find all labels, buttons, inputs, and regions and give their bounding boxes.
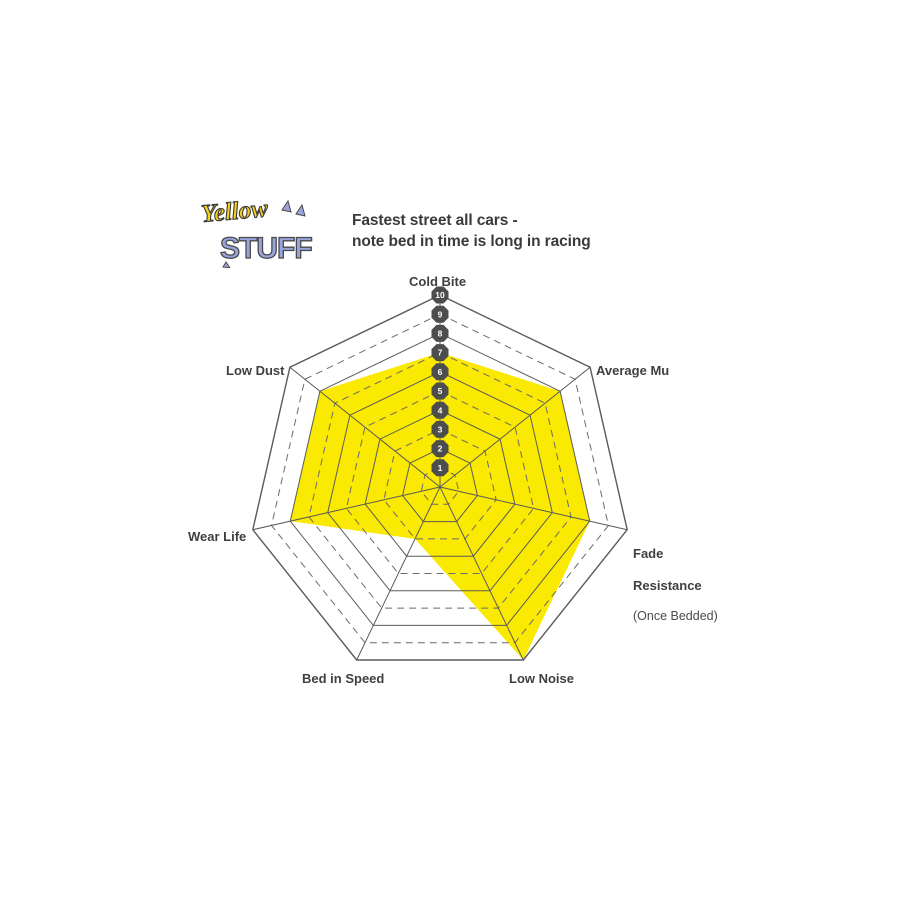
axis-spoke-wear-life: [252, 486, 441, 531]
header-note: Fastest street all cars - note bed in ti…: [352, 212, 591, 250]
grid-ring-7: [308, 352, 572, 609]
scale-marker-label-5: 5: [438, 386, 443, 396]
scale-marker-label-9: 9: [438, 309, 443, 319]
scale-marker-label-10: 10: [435, 290, 445, 300]
axis-label-fade-line1: Fade: [633, 545, 664, 561]
chart-header: Yellow STUFF Fastest street all cars - n…: [196, 196, 616, 268]
scale-marker-2: 2: [431, 440, 449, 458]
grid-ring-3: [383, 428, 497, 540]
scale-marker-4: 4: [431, 401, 449, 419]
axis-label-average-mu: Average Mu: [596, 363, 670, 378]
grid-ring-2: [402, 448, 478, 523]
grid-ring-9: [270, 313, 610, 644]
scale-marker-label-8: 8: [438, 329, 443, 339]
scale-marker-8: 8: [431, 324, 449, 342]
scale-marker-badge-5: [431, 382, 449, 400]
logo-word-stuff: STUFF: [219, 231, 314, 265]
scale-marker-label-4: 4: [438, 405, 443, 415]
scale-marker-badge-9: [431, 305, 449, 323]
svg-text:STUFF: STUFF: [220, 232, 312, 265]
axis-label-low-dust: Low Dust: [226, 363, 285, 378]
grid-ring-6: [327, 371, 553, 592]
axis-label-wear-life: Wear Life: [188, 529, 247, 544]
scale-marker-3: 3: [431, 420, 449, 438]
axis-label-fade-line2: Resistance: [633, 577, 702, 593]
scale-marker-1: 1: [431, 459, 449, 477]
scale-marker-label-6: 6: [438, 367, 443, 377]
scale-marker-badge-6: [431, 363, 449, 381]
yellowstuff-logo: Yellow STUFF: [196, 196, 324, 268]
scale-marker-badge-8: [431, 324, 449, 342]
axis-label-cold-bite: Cold Bite: [409, 274, 467, 289]
grid-ring-8: [289, 332, 591, 626]
data-polygon: [290, 352, 590, 660]
axis-label-fade-line3: (Once Bedded): [633, 609, 718, 624]
scale-marker-label-1: 1: [438, 463, 443, 473]
scale-marker-label-2: 2: [438, 444, 443, 454]
grid-ring-4: [364, 409, 516, 557]
scale-marker-badge-3: [431, 420, 449, 438]
axis-spoke-low-noise: [439, 486, 524, 661]
scale-markers: 1 2 3 4 5 6 7 8 9 10: [431, 286, 449, 477]
scale-marker-badge-4: [431, 401, 449, 419]
axis-label-bed-in-speed: Bed in Speed: [302, 671, 385, 686]
grid-ring-5: [345, 390, 535, 574]
axis-spoke-low-dust: [289, 366, 441, 488]
scale-marker-badge-7: [431, 344, 449, 362]
axis-spoke-bed-in-speed: [356, 486, 441, 661]
scale-marker-7: 7: [431, 344, 449, 362]
scale-marker-10: 10: [431, 286, 449, 304]
scale-marker-badge-2: [431, 440, 449, 458]
axis-label-low-noise: Low Noise: [509, 671, 575, 686]
scale-marker-label-3: 3: [438, 425, 443, 435]
axis-label-fade-resistance: Fade Resistance (Once Bedded): [633, 530, 718, 640]
grid-rings: [252, 294, 628, 661]
grid-ring-1: [420, 467, 460, 505]
scale-marker-label-7: 7: [438, 348, 443, 358]
svg-text:Yellow: Yellow: [200, 196, 269, 228]
axis-spoke-fade-resistance: [439, 486, 628, 531]
scale-marker-6: 6: [431, 363, 449, 381]
scale-marker-badge-10: [431, 286, 449, 304]
logo-word-yellow: Yellow: [200, 196, 270, 229]
scale-marker-badge-1: [431, 459, 449, 477]
scale-marker-5: 5: [431, 382, 449, 400]
grid-ring-10: [252, 294, 628, 661]
axis-spoke-average-mu: [439, 366, 591, 488]
scale-marker-9: 9: [431, 305, 449, 323]
